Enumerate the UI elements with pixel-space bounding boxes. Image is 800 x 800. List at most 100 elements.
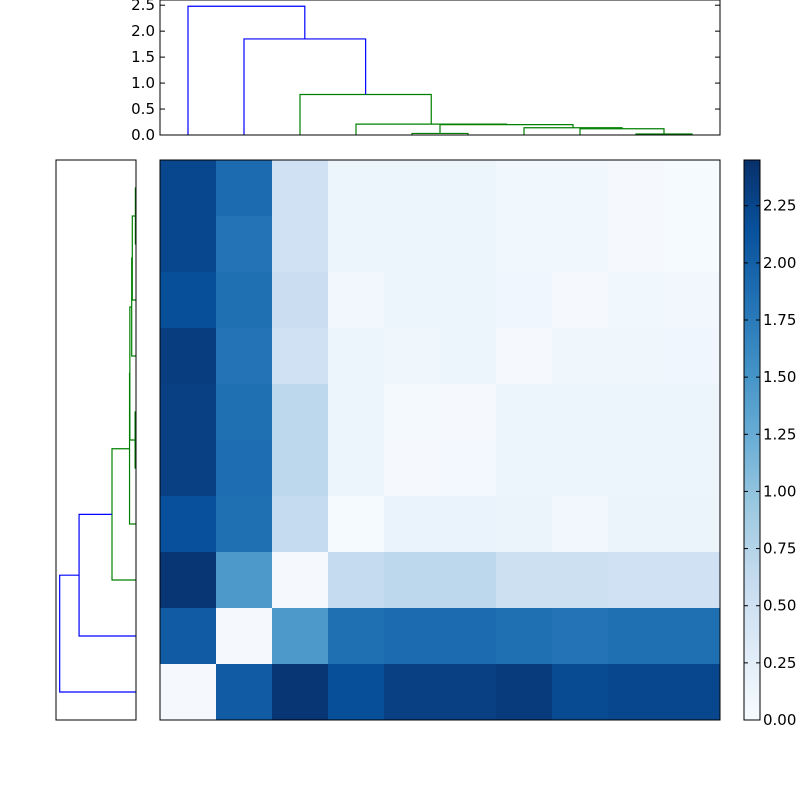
heatmap-cell (216, 440, 273, 497)
top-dendrogram-tick-label: 0.0 (131, 126, 155, 144)
heatmap-cell (160, 496, 217, 553)
heatmap-cell (160, 328, 217, 385)
heatmap-cell (664, 216, 721, 273)
heatmap-cell (440, 384, 497, 441)
colorbar-tick-label: 1.75 (763, 311, 796, 329)
heatmap-cell (496, 216, 553, 273)
heatmap-cell (552, 496, 609, 553)
heatmap-cell (496, 664, 553, 721)
heatmap-cell (496, 384, 553, 441)
top-dendrogram-tick-label: 2.5 (131, 0, 155, 14)
heatmap-cell (552, 328, 609, 385)
heatmap-cell (552, 440, 609, 497)
heatmap-cell (440, 160, 497, 217)
heatmap-cell (496, 496, 553, 553)
heatmap-cell (272, 328, 329, 385)
heatmap-cell (160, 608, 217, 665)
heatmap-cell (496, 160, 553, 217)
colorbar-tick-label: 0.75 (763, 540, 796, 558)
heatmap-cell (608, 272, 665, 329)
heatmap-cell (272, 608, 329, 665)
heatmap-cell (272, 272, 329, 329)
heatmap-cell (664, 664, 721, 721)
heatmap-cell (328, 496, 385, 553)
top-dendrogram: 0.0 0.5 1.0 1.5 2.0 2.5 (131, 0, 721, 144)
top-dendrogram-tick-label: 1.5 (131, 48, 155, 66)
heatmap-cell (664, 272, 721, 329)
heatmap-cell (664, 160, 721, 217)
heatmap-cell (664, 440, 721, 497)
colorbar: 0.00 0.25 0.50 0.75 1.00 1.25 1.50 1.75 2.00 2.25 (743, 159, 796, 729)
heatmap-cell (328, 272, 385, 329)
heatmap-cell (608, 608, 665, 665)
top-dendrogram-tick-label: 0.5 (131, 100, 155, 118)
heatmap-cell (496, 440, 553, 497)
heatmap-cell (216, 608, 273, 665)
heatmap-cell (216, 272, 273, 329)
heatmap-cell (160, 552, 217, 609)
heatmap-cell (384, 440, 441, 497)
heatmap-cell (160, 664, 217, 721)
heatmap-cell (608, 496, 665, 553)
heatmap-cell (608, 552, 665, 609)
heatmap-cell (664, 384, 721, 441)
heatmap-cell (272, 496, 329, 553)
heatmap-cell (440, 440, 497, 497)
colorbar-tick-label: 0.00 (763, 711, 796, 729)
heatmap-cell (664, 552, 721, 609)
heatmap-cell (272, 552, 329, 609)
heatmap-cell (272, 216, 329, 273)
heatmap-cell (272, 440, 329, 497)
heatmap-cell (496, 272, 553, 329)
heatmap-cell (496, 552, 553, 609)
heatmap-cell (160, 160, 217, 217)
heatmap (159, 159, 721, 721)
heatmap-cell (552, 608, 609, 665)
heatmap-cell (552, 216, 609, 273)
heatmap-cell (552, 664, 609, 721)
heatmap-cell (440, 664, 497, 721)
heatmap-cell (328, 608, 385, 665)
heatmap-cell (496, 608, 553, 665)
heatmap-cell (664, 608, 721, 665)
heatmap-cell (328, 216, 385, 273)
heatmap-cell (216, 328, 273, 385)
heatmap-cell (608, 440, 665, 497)
heatmap-cell (216, 552, 273, 609)
heatmap-cell (384, 664, 441, 721)
colorbar-tick-label: 1.25 (763, 425, 796, 443)
heatmap-cell (216, 160, 273, 217)
colorbar-tick-label: 1.00 (763, 482, 796, 500)
heatmap-cell (384, 552, 441, 609)
top-dendrogram-tick-label: 1.0 (131, 74, 155, 92)
heatmap-cell (440, 328, 497, 385)
heatmap-cell (384, 216, 441, 273)
heatmap-cell (328, 664, 385, 721)
heatmap-cell (328, 440, 385, 497)
heatmap-cell (328, 552, 385, 609)
heatmap-cell (552, 272, 609, 329)
heatmap-cell (160, 272, 217, 329)
heatmap-cell (608, 216, 665, 273)
heatmap-cell (272, 160, 329, 217)
heatmap-cell (160, 440, 217, 497)
heatmap-cell (384, 384, 441, 441)
heatmap-cell (440, 552, 497, 609)
top-dendrogram-frame (159, 0, 721, 136)
heatmap-cell (440, 496, 497, 553)
heatmap-cell (384, 272, 441, 329)
heatmap-cell (328, 384, 385, 441)
heatmap-cell (608, 664, 665, 721)
heatmap-cell (272, 384, 329, 441)
heatmap-cell (664, 328, 721, 385)
heatmap-cell (608, 160, 665, 217)
heatmap-frame (159, 159, 721, 721)
heatmap-cell (160, 384, 217, 441)
colorbar-tick-label: 0.50 (763, 597, 796, 615)
heatmap-cell (216, 216, 273, 273)
heatmap-cell (664, 496, 721, 553)
colorbar-tick-label: 2.00 (763, 254, 796, 272)
left-dendrogram-frame (55, 159, 137, 721)
top-dendrogram-links (187, 5, 693, 135)
